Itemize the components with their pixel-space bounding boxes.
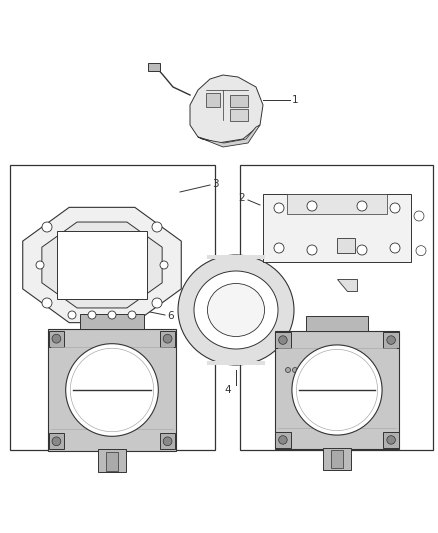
Bar bbox=[160, 433, 175, 449]
Polygon shape bbox=[337, 279, 357, 291]
Bar bbox=[263, 194, 411, 262]
Circle shape bbox=[293, 367, 297, 373]
Circle shape bbox=[274, 203, 284, 213]
Bar bbox=[323, 448, 351, 470]
Polygon shape bbox=[23, 207, 181, 322]
Circle shape bbox=[52, 437, 61, 446]
Circle shape bbox=[390, 243, 400, 253]
Circle shape bbox=[68, 311, 76, 319]
Circle shape bbox=[387, 435, 396, 444]
Ellipse shape bbox=[178, 255, 294, 365]
Circle shape bbox=[286, 367, 290, 373]
Circle shape bbox=[160, 261, 168, 269]
Circle shape bbox=[279, 435, 287, 444]
Bar bbox=[383, 432, 399, 448]
Circle shape bbox=[88, 311, 96, 319]
Bar bbox=[332, 450, 343, 469]
Circle shape bbox=[71, 349, 154, 432]
Text: 3: 3 bbox=[212, 179, 219, 189]
Circle shape bbox=[163, 437, 172, 446]
Bar bbox=[148, 63, 160, 71]
Circle shape bbox=[42, 222, 52, 232]
Bar bbox=[287, 194, 387, 214]
Circle shape bbox=[416, 246, 426, 256]
Circle shape bbox=[357, 201, 367, 211]
Text: 1: 1 bbox=[292, 95, 299, 105]
Bar bbox=[240, 165, 433, 450]
Circle shape bbox=[307, 245, 317, 255]
Ellipse shape bbox=[208, 284, 265, 336]
Bar bbox=[309, 365, 317, 375]
Circle shape bbox=[52, 334, 61, 343]
Bar bbox=[80, 314, 144, 329]
Text: 6: 6 bbox=[167, 311, 173, 321]
Bar bbox=[10, 165, 215, 450]
Circle shape bbox=[387, 336, 396, 344]
Circle shape bbox=[66, 344, 158, 437]
Circle shape bbox=[292, 345, 382, 435]
Bar bbox=[230, 109, 248, 121]
Bar bbox=[106, 452, 118, 471]
Circle shape bbox=[163, 334, 172, 343]
Bar bbox=[98, 449, 126, 472]
Text: 4: 4 bbox=[224, 385, 231, 395]
Circle shape bbox=[297, 350, 378, 431]
Ellipse shape bbox=[194, 271, 278, 349]
Text: 5: 5 bbox=[332, 363, 339, 373]
Bar bbox=[49, 331, 64, 346]
Bar bbox=[275, 331, 399, 449]
Polygon shape bbox=[198, 125, 260, 147]
Circle shape bbox=[36, 261, 44, 269]
Circle shape bbox=[414, 211, 424, 221]
Bar bbox=[57, 231, 147, 299]
Circle shape bbox=[128, 311, 136, 319]
Polygon shape bbox=[190, 75, 263, 143]
Circle shape bbox=[42, 298, 52, 308]
Polygon shape bbox=[337, 238, 355, 253]
Bar bbox=[230, 95, 248, 107]
Bar bbox=[49, 433, 64, 449]
Circle shape bbox=[279, 336, 287, 344]
Bar bbox=[275, 432, 290, 448]
Circle shape bbox=[300, 367, 304, 373]
Bar bbox=[383, 333, 399, 348]
Circle shape bbox=[152, 298, 162, 308]
Circle shape bbox=[357, 245, 367, 255]
Bar bbox=[206, 93, 220, 107]
Circle shape bbox=[152, 222, 162, 232]
Bar bbox=[207, 361, 265, 365]
Circle shape bbox=[108, 311, 116, 319]
Bar bbox=[48, 329, 176, 450]
Circle shape bbox=[307, 201, 317, 211]
Text: 2: 2 bbox=[238, 193, 245, 203]
Bar bbox=[160, 331, 175, 346]
Bar bbox=[281, 361, 309, 379]
Bar bbox=[306, 316, 368, 331]
Bar bbox=[207, 255, 265, 259]
Polygon shape bbox=[42, 222, 162, 308]
Bar bbox=[275, 333, 290, 348]
Circle shape bbox=[274, 243, 284, 253]
Circle shape bbox=[390, 203, 400, 213]
